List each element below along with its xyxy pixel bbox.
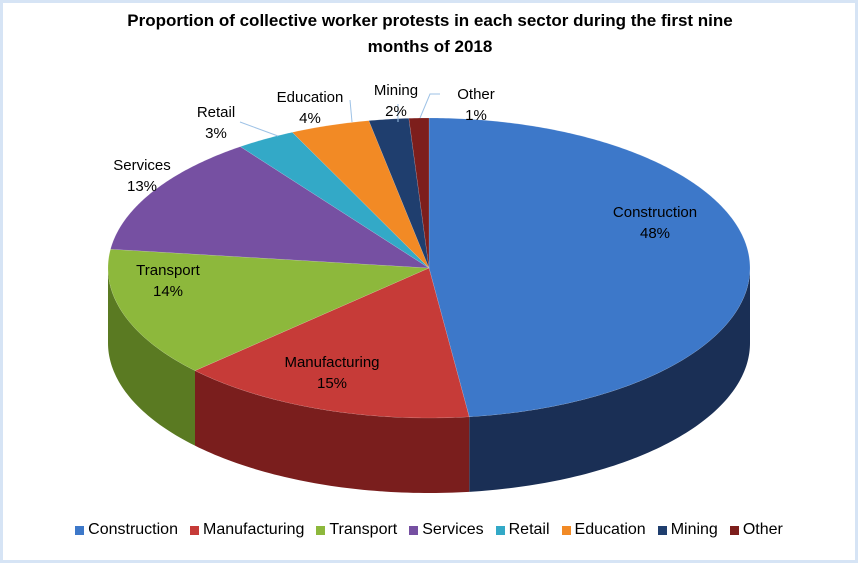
legend-item-transport[interactable]: Transport	[316, 521, 397, 539]
legend-swatch	[657, 525, 667, 535]
legend-item-construction[interactable]: Construction	[75, 521, 178, 539]
data-label-transport: Transport 14%	[136, 260, 200, 302]
legend-swatch	[409, 525, 419, 535]
data-label-construction: Construction 48%	[613, 202, 697, 244]
legend-label: Manufacturing	[202, 521, 305, 538]
leader-line	[419, 93, 440, 119]
data-label-category: Manufacturing	[284, 354, 380, 371]
data-label-category: Services	[113, 157, 171, 174]
leader-line	[239, 121, 279, 137]
data-label-value: 1%	[465, 107, 487, 124]
legend-label: Education	[574, 521, 646, 538]
legend-item-other[interactable]: Other	[729, 521, 783, 539]
legend-swatch	[75, 525, 85, 535]
legend-swatch	[729, 525, 739, 535]
data-label-category: Mining	[373, 82, 419, 99]
legend-item-retail[interactable]: Retail	[495, 521, 550, 539]
data-label-retail: Retail 3%	[197, 102, 235, 144]
legend: Construction Manufacturing Transport Servic…	[0, 521, 858, 539]
legend-item-education[interactable]: Education	[561, 521, 646, 539]
pie-side-construction	[469, 268, 750, 492]
legend-label: Mining	[670, 521, 718, 538]
data-label-value: 14%	[152, 283, 184, 300]
pie-slice-transport[interactable]	[107, 248, 430, 371]
pie-slice-education[interactable]	[291, 120, 430, 269]
data-label-other: Other 1%	[457, 84, 495, 126]
legend-label: Construction	[88, 521, 178, 538]
data-label-value: 15%	[316, 375, 348, 392]
legend-item-mining[interactable]: Mining	[657, 521, 718, 539]
data-label-mining: Mining 2%	[374, 80, 418, 122]
pie-slice-retail[interactable]	[239, 132, 430, 269]
legend-item-manufacturing[interactable]: Manufacturing	[189, 521, 305, 539]
legend-label: Services	[422, 521, 484, 538]
pie-side-manufacturing	[195, 370, 470, 493]
legend-swatch	[561, 525, 571, 535]
data-label-value: 13%	[126, 178, 158, 195]
data-label-category: Other	[457, 86, 495, 103]
data-label-category: Education	[276, 89, 344, 106]
pie-slice-other[interactable]	[408, 117, 430, 269]
data-label-value: 3%	[205, 125, 227, 142]
leader-line	[349, 99, 353, 123]
legend-label: Transport	[329, 521, 398, 538]
data-label-education: Education 4%	[277, 87, 344, 129]
data-label-services: Services 13%	[113, 155, 171, 197]
legend-swatch	[189, 525, 199, 535]
legend-item-services[interactable]: Services	[409, 521, 484, 539]
data-label-value: 2%	[385, 103, 407, 120]
legend-label: Other	[742, 521, 783, 538]
pie-slice-construction[interactable]	[428, 117, 751, 418]
pie-slice-manufacturing[interactable]	[194, 267, 470, 419]
data-label-manufacturing: Manufacturing 15%	[284, 352, 379, 394]
legend-swatch	[495, 525, 505, 535]
legend-swatch	[316, 525, 326, 535]
pie-slice-services[interactable]	[110, 146, 430, 269]
data-label-category: Retail	[196, 104, 236, 121]
data-label-value: 4%	[299, 110, 321, 127]
legend-label: Retail	[508, 521, 550, 538]
data-label-category: Transport	[136, 262, 200, 279]
data-label-category: Construction	[612, 204, 698, 221]
chart-title: Proportion of collective worker protests…	[127, 11, 733, 56]
data-label-value: 48%	[639, 225, 671, 242]
pie-side-transport	[108, 268, 196, 446]
pie-slice-mining[interactable]	[368, 118, 430, 269]
